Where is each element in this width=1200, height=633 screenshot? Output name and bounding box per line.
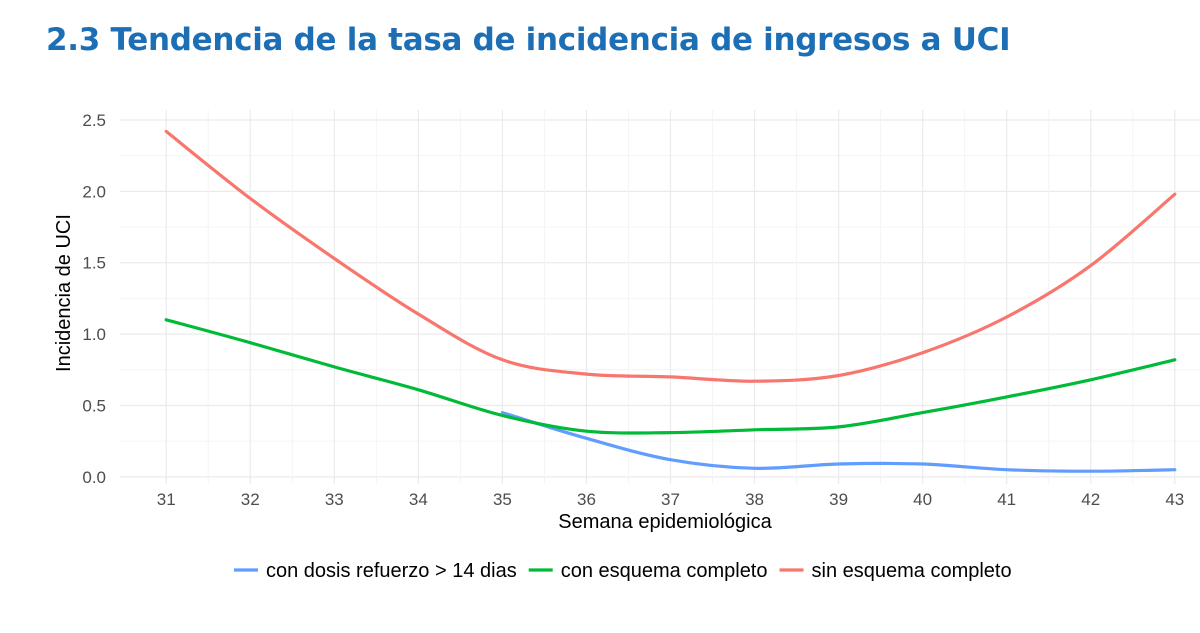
x-tick-label: 37 (661, 490, 680, 509)
x-tick-label: 31 (157, 490, 176, 509)
x-axis-ticks: 31 32 33 34 35 36 37 38 39 40 41 42 43 (157, 490, 1184, 509)
grid-lines (120, 110, 1200, 484)
y-tick-label: 2.0 (82, 182, 106, 201)
x-tick-label: 39 (829, 490, 848, 509)
x-tick-label: 35 (493, 490, 512, 509)
x-tick-label: 33 (325, 490, 344, 509)
y-tick-label: 0.5 (82, 396, 106, 415)
series-lines (164, 129, 1177, 473)
x-tick-label: 40 (913, 490, 932, 509)
y-tick-label: 2.5 (82, 111, 106, 130)
y-tick-label: 1.0 (82, 325, 106, 344)
x-tick-label: 42 (1081, 490, 1100, 509)
x-tick-label: 41 (997, 490, 1016, 509)
legend: con dosis refuerzo > 14 dias con esquema … (234, 560, 1012, 582)
legend-label-1: con dosis refuerzo > 14 dias (266, 560, 517, 582)
y-axis-ticks: 0.0 0.5 1.0 1.5 2.0 2.5 (82, 111, 106, 487)
x-tick-label: 32 (241, 490, 260, 509)
series-line-2 (164, 318, 1177, 435)
y-tick-label: 1.5 (82, 254, 106, 273)
x-axis-title: Semana epidemiológica (558, 511, 772, 533)
x-tick-label: 38 (745, 490, 764, 509)
legend-label-3: sin esquema completo (812, 560, 1012, 582)
series-line-1 (500, 411, 1177, 473)
legend-label-2: con esquema completo (561, 560, 768, 582)
y-tick-label: 0.0 (82, 468, 106, 487)
x-tick-label: 34 (409, 490, 428, 509)
y-axis-title: Incidencia de UCI (53, 214, 75, 372)
series-line-3 (164, 129, 1177, 383)
x-tick-label: 43 (1165, 490, 1184, 509)
page-title: 2.3 Tendencia de la tasa de incidencia d… (46, 22, 1011, 58)
x-tick-label: 36 (577, 490, 596, 509)
